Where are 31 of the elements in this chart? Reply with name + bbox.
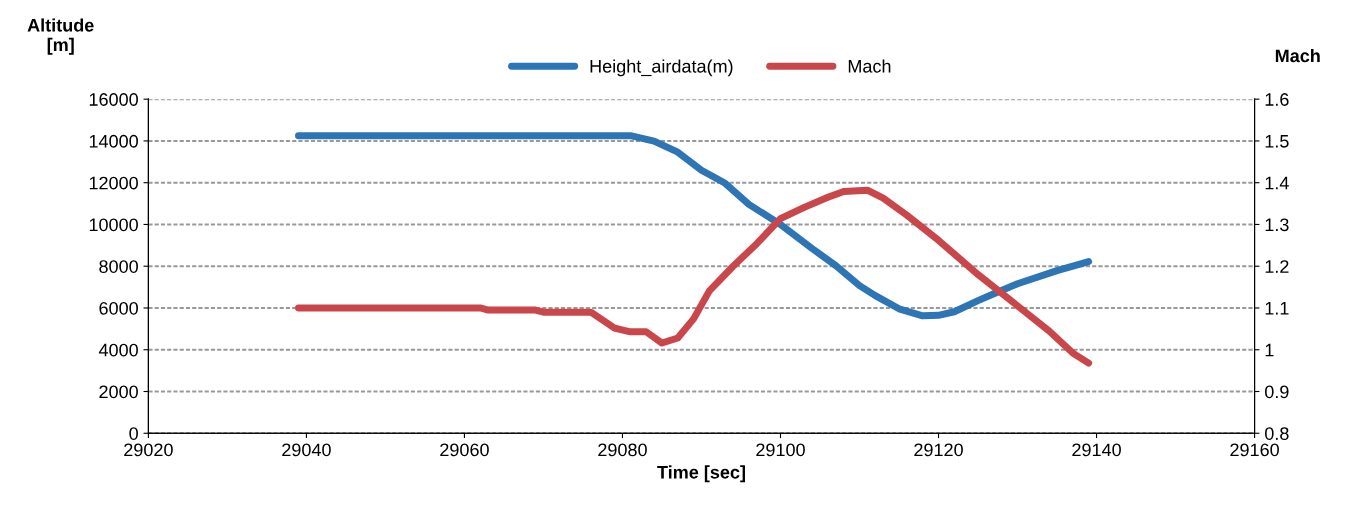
- y-tick-label: 2000: [99, 385, 138, 399]
- x-axis-title: Time [sec]: [657, 465, 745, 483]
- y2-tick-label: 1.2: [1265, 260, 1289, 273]
- y2-tick-label: 0.8: [1265, 427, 1289, 440]
- y2-tick-label: 1: [1265, 343, 1274, 357]
- y-tick-label: 4000: [98, 343, 138, 357]
- y2-tick-label: 1.3: [1265, 218, 1289, 232]
- x-tick-label: 29160: [1230, 443, 1279, 457]
- x-tick-label: 29080: [598, 443, 647, 457]
- x-tick-label: 29060: [440, 443, 489, 457]
- y2-tick-label: 1.6: [1265, 93, 1289, 106]
- x-tick-label: 29020: [124, 443, 173, 457]
- x-tick-label: 29140: [1072, 443, 1121, 457]
- y2-axis-title: Mach: [1275, 49, 1320, 63]
- y-tick-label: 16000: [89, 93, 138, 106]
- y-tick-label: 6000: [99, 301, 138, 315]
- y2-tick-label: 0.9: [1265, 385, 1289, 399]
- x-tick-label: 29100: [756, 443, 805, 457]
- y2-tick-label: 1.5: [1265, 135, 1289, 148]
- x-tick-label: 29120: [914, 443, 963, 457]
- y-tick-label: 10000: [89, 218, 138, 232]
- y-tick-label: 12000: [89, 176, 138, 190]
- y-tick-label: 8000: [99, 260, 138, 273]
- y2-tick-label: 1.1: [1265, 302, 1289, 315]
- y2-tick-label: 1.4: [1265, 176, 1289, 190]
- y-tick-label: 0: [129, 427, 138, 440]
- y-axis-title: Altitude [m]: [27, 18, 94, 55]
- legend-label: Height_airdata(m): [590, 59, 733, 77]
- y-tick-label: 14000: [89, 134, 138, 148]
- x-tick-label: 29040: [282, 443, 331, 457]
- legend-label: Mach: [848, 59, 891, 73]
